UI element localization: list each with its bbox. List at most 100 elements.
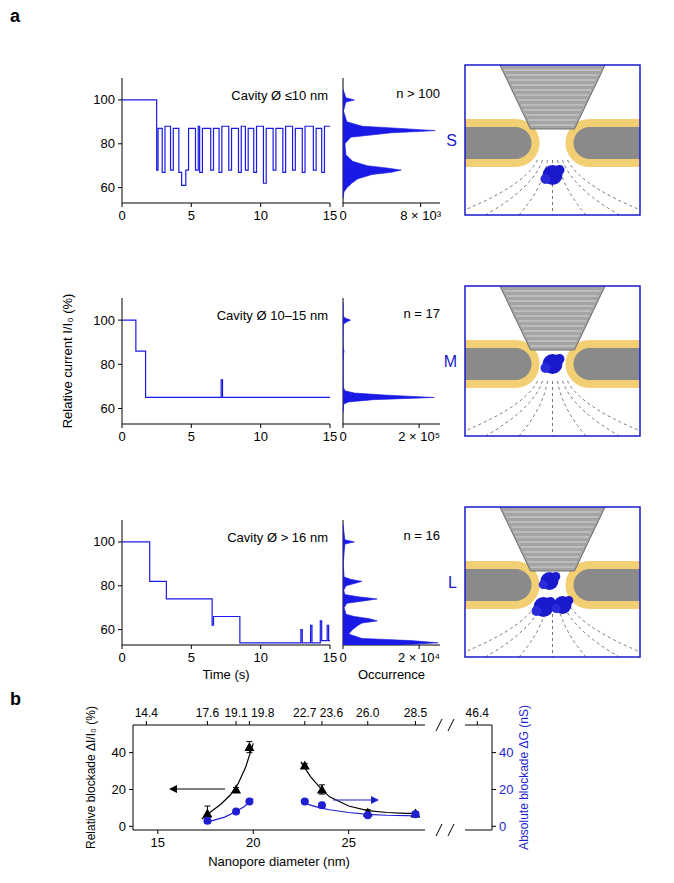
membrane xyxy=(570,123,641,163)
x-tick-label: 0 xyxy=(339,650,346,665)
field-line xyxy=(477,381,543,436)
y-tick-label: 0 xyxy=(119,819,126,834)
x-axis xyxy=(133,830,425,831)
origami-stripe xyxy=(526,336,579,337)
current-trace xyxy=(122,100,330,186)
x2-tick-label: 22.7 xyxy=(293,706,317,720)
x2-tick xyxy=(321,721,322,725)
x-tick xyxy=(157,830,158,834)
origami-stripe xyxy=(514,90,591,91)
x-tick xyxy=(122,645,123,649)
x-axis-title: Occurrence xyxy=(358,667,425,682)
origami-stripe xyxy=(507,517,599,518)
protein xyxy=(532,606,542,616)
x2-tick xyxy=(207,721,208,725)
x-tick-label: 8 × 10³ xyxy=(400,208,442,223)
origami-stripe xyxy=(504,512,600,513)
arrow xyxy=(333,799,375,800)
protein xyxy=(541,363,551,373)
y-tick-label: 60 xyxy=(101,622,115,637)
annotation: n = 17 xyxy=(403,306,440,321)
y2-axis-title: Absolute blockade ΔG (nS) xyxy=(517,705,531,850)
origami-stripe xyxy=(511,527,593,528)
x-tick xyxy=(343,645,344,649)
protein xyxy=(551,572,560,581)
protein xyxy=(564,596,573,605)
panel-label: b xyxy=(10,689,21,709)
triangle-marker xyxy=(244,742,254,751)
y-axis xyxy=(122,520,123,645)
schematic-frame xyxy=(465,286,640,436)
field-line xyxy=(477,602,543,657)
field-line xyxy=(568,602,641,657)
schematic: S xyxy=(425,60,674,220)
origami-stripe xyxy=(509,522,596,523)
field-line xyxy=(563,602,629,657)
trace-plot: 6080100051015Cavity Ø 10–15 nmRelative c… xyxy=(60,294,337,444)
current-trace xyxy=(122,542,330,643)
x-axis xyxy=(122,645,330,646)
x2-axis xyxy=(133,725,425,726)
schematic-label: M xyxy=(444,353,457,370)
y-tick-label: 60 xyxy=(101,180,115,195)
schematic-content xyxy=(465,507,640,657)
annotation: n = 16 xyxy=(403,528,440,543)
dna-origami xyxy=(498,65,608,129)
x2-tick xyxy=(304,721,305,725)
x-axis xyxy=(122,424,330,425)
x-tick-label: 0 xyxy=(118,650,125,665)
circle-marker xyxy=(301,797,309,805)
origami-stripe xyxy=(511,85,593,86)
x-tick xyxy=(122,424,123,428)
current-trace xyxy=(122,320,330,397)
y-tick-label: 60 xyxy=(101,401,115,416)
circle-marker xyxy=(245,797,253,805)
y-tick-label: 100 xyxy=(93,313,115,328)
field-line xyxy=(568,381,641,436)
circle-marker xyxy=(364,811,372,819)
y-tick xyxy=(118,585,122,586)
y-tick-label: 80 xyxy=(101,357,115,372)
x-tick-label: 0 xyxy=(118,429,125,444)
trace-plot: 6080100051015Cavity Ø ≤10 nm xyxy=(93,78,337,223)
field-line xyxy=(465,381,538,436)
field-line xyxy=(568,160,641,215)
membrane xyxy=(570,344,641,384)
origami-stripe xyxy=(528,341,577,342)
y-tick xyxy=(118,143,122,144)
x2-tick xyxy=(415,721,416,725)
schematic-content xyxy=(465,286,640,436)
y2-tick-label: 20 xyxy=(499,782,513,797)
x-tick-label: 20 xyxy=(246,835,260,850)
origami-stripe xyxy=(531,567,575,568)
field-line xyxy=(515,160,548,215)
origami-stripe xyxy=(514,311,591,312)
arrow-head xyxy=(371,796,379,804)
histogram-plot: 08 × 10³n > 100 xyxy=(339,78,441,223)
y-tick xyxy=(118,629,122,630)
y-tick xyxy=(129,826,133,827)
membrane xyxy=(465,344,536,384)
x-tick xyxy=(260,424,261,428)
y-axis-title: Relative blockade ΔI/I₀ (%) xyxy=(84,706,98,849)
triangle-marker xyxy=(317,784,327,793)
x-axis xyxy=(465,830,492,831)
histogram-plot: 02 × 10⁵n = 17 xyxy=(339,298,440,444)
origami-stripe xyxy=(526,115,579,116)
x-tick xyxy=(419,424,420,428)
x2-tick xyxy=(146,721,147,725)
origami-stripe xyxy=(523,110,581,111)
x-tick-label: 15 xyxy=(323,429,337,444)
origami-stripe xyxy=(523,331,581,332)
annotation: Cavity Ø ≤10 nm xyxy=(231,88,328,103)
x2-tick xyxy=(249,721,250,725)
x-tick xyxy=(343,203,344,207)
origami-stripe xyxy=(516,537,589,538)
y-tick-label: 80 xyxy=(101,578,115,593)
x-tick-label: 25 xyxy=(341,835,355,850)
x-tick-label: 2 × 10⁵ xyxy=(398,429,440,444)
x-tick-label: 5 xyxy=(188,429,195,444)
x-axis xyxy=(122,203,330,204)
triangle-marker xyxy=(300,761,310,770)
protein xyxy=(541,174,551,184)
